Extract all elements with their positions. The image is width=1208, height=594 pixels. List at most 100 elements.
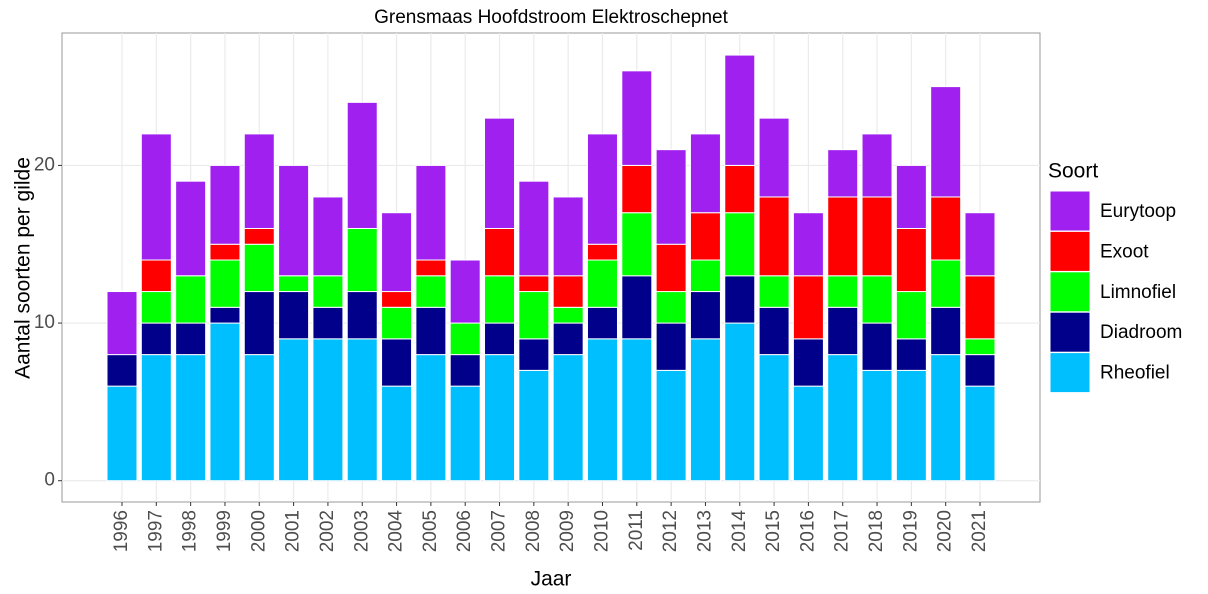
- x-axis-label: Jaar: [531, 568, 572, 591]
- bar-segment: [552, 354, 584, 482]
- bar-segment: [930, 196, 962, 261]
- bar-segment: [724, 322, 756, 482]
- legend-label: Rheofiel: [1100, 363, 1170, 384]
- bar-segment: [552, 306, 584, 324]
- bar-segment: [209, 306, 241, 324]
- bar-segment: [278, 275, 310, 293]
- bar-segment: [518, 338, 550, 371]
- bar-segment: [415, 164, 447, 261]
- bar-segment: [827, 149, 859, 198]
- bar-segment: [861, 322, 893, 371]
- bar-segment: [106, 385, 138, 482]
- bar-segment: [278, 338, 310, 482]
- bar-segment: [209, 259, 241, 308]
- bar-segment: [586, 259, 618, 308]
- bar-segment: [930, 86, 962, 198]
- bar-segment: [415, 306, 447, 356]
- bar-segment: [724, 212, 756, 277]
- legend-key: [1049, 352, 1091, 394]
- x-tick-label: 2021: [969, 510, 990, 552]
- x-tick-label: 1997: [145, 510, 166, 552]
- bar-segment: [964, 212, 996, 277]
- bar-segment: [827, 275, 859, 308]
- bar-segment: [552, 275, 584, 308]
- bar-segment: [346, 101, 378, 229]
- bar-segment: [792, 338, 824, 387]
- bar-segment: [792, 275, 824, 340]
- bar-segment: [312, 338, 344, 482]
- bar-segment: [381, 212, 413, 293]
- bar-segment: [586, 338, 618, 482]
- x-tick-label: 1999: [214, 510, 235, 552]
- bar-segment: [655, 322, 687, 371]
- y-tick-label: 10: [34, 312, 55, 333]
- bar-segment: [243, 291, 275, 356]
- bar-segment: [278, 291, 310, 340]
- x-tick-label: 2001: [283, 510, 304, 552]
- bar-segment: [930, 354, 962, 482]
- bar-segment: [861, 196, 893, 277]
- bar-segment: [518, 275, 550, 293]
- bar-segment: [655, 291, 687, 324]
- bar-segment: [449, 385, 481, 482]
- x-tick-label: 1998: [180, 510, 201, 552]
- bar-segment: [827, 196, 859, 277]
- bar-segment: [312, 306, 344, 340]
- bar-segment: [655, 149, 687, 245]
- bar-segment: [415, 354, 447, 482]
- x-tick-label: 2000: [248, 510, 269, 552]
- bar-segment: [792, 385, 824, 482]
- bar-segment: [381, 338, 413, 387]
- bar-segment: [655, 243, 687, 293]
- bar-segment: [758, 117, 790, 198]
- bar-segment: [724, 164, 756, 214]
- bar-segment: [964, 385, 996, 482]
- bar-segment: [175, 322, 207, 356]
- bar-segment: [552, 196, 584, 277]
- bar-segment: [175, 354, 207, 482]
- bar-segment: [724, 54, 756, 166]
- bar-segment: [827, 306, 859, 356]
- bar-segment: [209, 243, 241, 261]
- bar-segment: [586, 133, 618, 245]
- legend-key: [1049, 230, 1091, 272]
- x-tick-label: 2016: [797, 510, 818, 552]
- bar-segment: [484, 117, 516, 229]
- bar-segment: [140, 291, 172, 324]
- bar-segment: [895, 227, 927, 293]
- bar-segment: [895, 369, 927, 482]
- bar-segment: [861, 369, 893, 482]
- legend-key: [1049, 190, 1091, 232]
- bar-segment: [689, 212, 721, 261]
- x-tick-label: 2005: [420, 510, 441, 552]
- chart-title: Grensmaas Hoofdstroom Elektroschepnet: [374, 7, 728, 28]
- bar-segment: [106, 291, 138, 356]
- bar-segment: [930, 306, 962, 356]
- legend-label: Eurytoop: [1100, 201, 1176, 222]
- x-tick-label: 1996: [111, 510, 132, 552]
- bar-segment: [621, 70, 653, 166]
- bar-segment: [621, 275, 653, 340]
- x-tick-label: 2011: [626, 510, 647, 551]
- bar-segment: [415, 275, 447, 308]
- bar-segment: [964, 338, 996, 356]
- bar-segment: [655, 369, 687, 482]
- bar-segment: [621, 164, 653, 214]
- bar-segment: [621, 338, 653, 482]
- x-tick-label: 2007: [489, 510, 510, 552]
- bar-segment: [758, 196, 790, 277]
- y-tick-label: 0: [44, 470, 55, 491]
- bar-segment: [758, 354, 790, 482]
- bar-segment: [140, 133, 172, 261]
- bar-segment: [586, 243, 618, 261]
- bar-segment: [724, 275, 756, 324]
- bar-segment: [758, 306, 790, 356]
- bar-segment: [827, 354, 859, 482]
- x-tick-label: 2014: [729, 510, 750, 553]
- x-tick-label: 2017: [832, 510, 853, 552]
- x-tick-label: 2006: [454, 510, 475, 552]
- bar-segment: [243, 354, 275, 482]
- bar-segment: [518, 180, 550, 277]
- legend-label: Diadroom: [1100, 322, 1182, 343]
